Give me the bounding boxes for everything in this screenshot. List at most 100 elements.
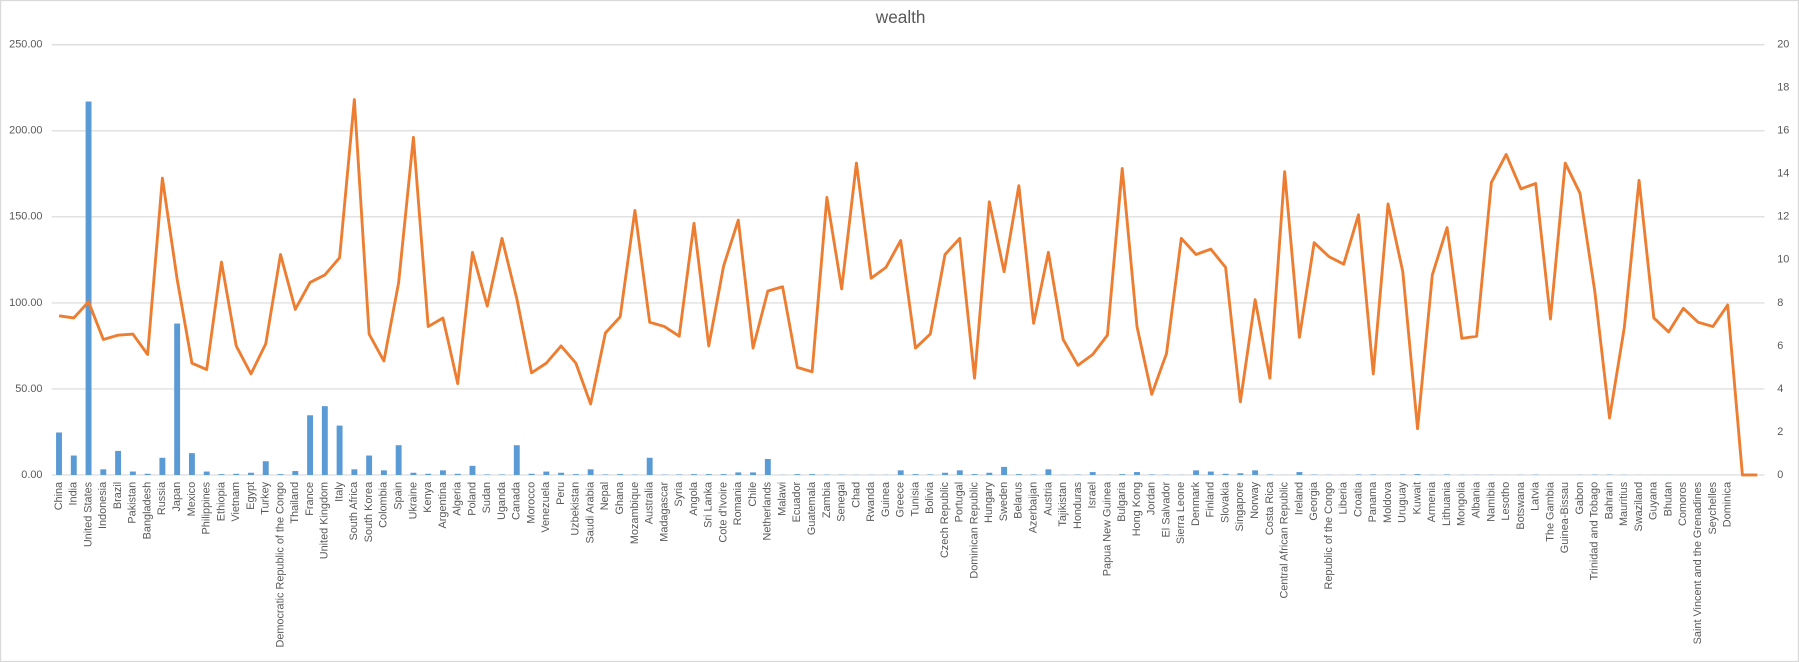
x-tick-label: Georgia — [1308, 481, 1320, 521]
y-tick-label: 250.00 — [9, 39, 42, 51]
y2-tick-label: 2 — [1777, 426, 1783, 438]
x-tick-label: Dominica — [1722, 481, 1734, 527]
bar — [617, 474, 624, 475]
bar — [1148, 474, 1155, 475]
x-tick-label: Democratic Republic of the Congo — [274, 482, 286, 648]
x-tick-label: Italy — [333, 481, 345, 502]
x-tick-label: Seychelles — [1707, 481, 1719, 534]
x-tick-label: Nepal — [599, 482, 611, 510]
x-tick-label: Dominican Republic — [968, 481, 980, 578]
x-tick-label: Saudi Arabia — [584, 481, 596, 544]
y-tick-label: 200.00 — [9, 125, 42, 137]
bar — [587, 469, 594, 475]
x-tick-label: Ireland — [1293, 482, 1305, 515]
y2-tick-label: 20 — [1777, 39, 1789, 51]
bar — [188, 453, 195, 475]
bar — [1399, 474, 1406, 475]
x-tick-label: Zambia — [821, 481, 833, 518]
bar — [646, 457, 653, 475]
x-tick-label: Slovakia — [1219, 481, 1231, 523]
y2-tick-label: 10 — [1777, 254, 1789, 266]
y2-tick-label: 8 — [1777, 297, 1783, 309]
x-tick-label: Czech Republic — [939, 481, 951, 558]
bar — [70, 455, 77, 475]
y-tick-label: 150.00 — [9, 211, 42, 223]
bar — [1045, 469, 1052, 475]
x-tick-label: Algeria — [452, 481, 464, 516]
bar — [351, 469, 358, 475]
bar — [395, 445, 402, 475]
x-tick-label: Sweden — [998, 482, 1010, 521]
x-tick-label: Uzbekistan — [570, 482, 582, 536]
bar — [499, 474, 505, 475]
x-tick-label: Senegal — [836, 482, 848, 522]
x-tick-label: Sudan — [481, 482, 493, 513]
bar — [144, 473, 151, 475]
x-tick-label: Cote d'Ivoire — [717, 482, 729, 543]
chart-title: wealth — [875, 7, 926, 27]
x-tick-label: Colombia — [378, 481, 390, 528]
x-tick-label: United States — [82, 481, 94, 547]
bar — [469, 465, 476, 475]
x-tick-label: Kuwait — [1411, 482, 1423, 515]
bar — [85, 101, 92, 475]
x-tick-label: Ghana — [614, 481, 626, 515]
x-tick-label: Portugal — [954, 482, 966, 523]
bar — [572, 474, 579, 475]
bar — [1001, 466, 1008, 475]
x-tick-label: Netherlands — [762, 481, 774, 540]
x-tick-label: Canada — [511, 481, 523, 520]
x-tick-label: Vietnam — [230, 482, 242, 522]
bar — [809, 474, 816, 475]
x-tick-label: Tunisia — [909, 481, 921, 517]
bar — [1089, 472, 1096, 475]
bar — [602, 474, 609, 475]
bar — [366, 455, 373, 475]
x-tick-label: Kenya — [422, 481, 434, 513]
bar — [277, 474, 284, 475]
x-tick-label: Israel — [1087, 482, 1099, 509]
x-tick-label: Armenia — [1426, 481, 1438, 522]
x-tick-label: Denmark — [1190, 481, 1202, 526]
x-tick-label: Japan — [171, 482, 183, 512]
bar — [100, 469, 107, 475]
x-tick-label: Croatia — [1352, 481, 1364, 517]
x-tick-label: Bahrain — [1603, 482, 1615, 519]
y-tick-label: 100.00 — [9, 297, 42, 309]
x-tick-label: Poland — [466, 482, 478, 516]
x-tick-label: Lithuania — [1441, 481, 1453, 526]
x-tick-label: Syria — [673, 481, 685, 507]
bar — [543, 471, 550, 475]
x-tick-label: Madagascar — [658, 482, 670, 542]
bar — [454, 473, 461, 475]
bar — [1414, 474, 1421, 475]
bar — [1222, 473, 1229, 475]
bar — [380, 470, 387, 475]
bar — [1370, 474, 1377, 475]
bar — [439, 470, 446, 475]
x-tick-label: Namibia — [1485, 481, 1497, 522]
x-tick-label: Spain — [393, 482, 405, 510]
bar — [794, 474, 801, 475]
bar — [1207, 471, 1214, 475]
x-tick-label: Chile — [747, 482, 759, 507]
x-tick-label: The Gambia — [1544, 481, 1556, 542]
x-tick-label: Uruguay — [1397, 481, 1409, 523]
x-tick-label: Egypt — [245, 482, 257, 510]
bar — [321, 406, 328, 475]
x-tick-label: Australia — [644, 481, 656, 524]
x-tick-label: Bangladesh — [141, 482, 153, 539]
x-tick-label: Turkey — [260, 481, 272, 514]
bar — [764, 458, 771, 475]
bar — [410, 472, 417, 475]
y2-tick-label: 6 — [1777, 340, 1783, 352]
x-tick-label: Costa Rica — [1264, 481, 1276, 535]
x-tick-label: Greece — [895, 482, 907, 518]
x-tick-label: Mauritius — [1618, 481, 1630, 526]
x-tick-label: El Salvador — [1160, 482, 1172, 538]
x-tick-label: Romania — [732, 481, 744, 525]
x-tick-label: Finland — [1205, 482, 1217, 518]
x-tick-label: Bulgaria — [1116, 481, 1128, 522]
x-tick-label: Belarus — [1013, 481, 1025, 518]
